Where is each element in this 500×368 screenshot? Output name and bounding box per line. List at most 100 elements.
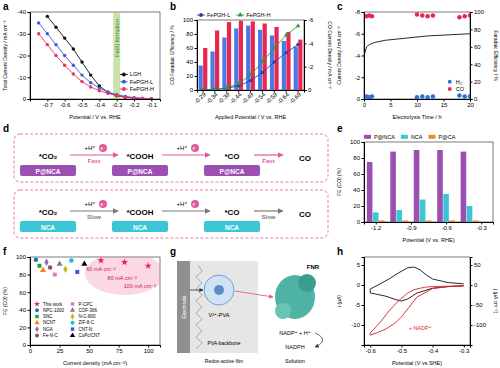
tick-label: 75 xyxy=(116,348,123,354)
band-label: Fe(II) formation xyxy=(114,19,120,57)
legend-item: NCNT xyxy=(34,320,55,326)
tick: -0.5 xyxy=(397,345,408,354)
plot-area: 0255075100020406080100Current density (m… xyxy=(2,253,164,366)
marker xyxy=(44,259,48,266)
tick-label: 40 xyxy=(474,62,481,68)
tick: 80 xyxy=(353,155,364,161)
data-layer xyxy=(34,257,160,295)
bar xyxy=(390,152,396,222)
marker xyxy=(106,91,109,94)
panel-label: h xyxy=(337,246,343,257)
tick-label: -0.44 xyxy=(229,91,243,105)
tick-mark xyxy=(28,327,31,328)
legend-label: NCNT xyxy=(43,320,56,325)
axis-line xyxy=(31,346,161,348)
tick-label: 25 xyxy=(57,348,64,354)
tick-mark xyxy=(195,62,198,63)
tick-label: -6 xyxy=(308,17,314,23)
legend-label: CNT-N xyxy=(79,327,93,332)
proton-label: +H⁺ xyxy=(84,145,95,151)
tick-mark xyxy=(417,99,418,102)
enzyme-part xyxy=(275,303,291,319)
tick-label: -0.49 xyxy=(241,91,255,105)
tick-label: 20 xyxy=(19,325,26,331)
legend: P@NCA NCA P@CA xyxy=(364,134,456,140)
plot-area: -0.7-0.6-0.5-0.4-0.3-0.2-0.10-10-20-30-4… xyxy=(2,9,161,120)
catalyst-label: NCA xyxy=(41,224,55,231)
plot-area: 051015200-2-4-6-8020406080100Electrolysi… xyxy=(336,9,499,120)
tick-mark xyxy=(470,29,473,30)
x-axis: -1.2-0.9-0.6-0.3 xyxy=(365,222,494,231)
legend-swatch xyxy=(238,12,243,17)
data-layer xyxy=(364,12,470,99)
speed-label: Slow xyxy=(87,214,101,220)
axis-line xyxy=(365,223,494,225)
marker xyxy=(249,79,252,82)
marker xyxy=(431,94,436,99)
panel-label: a xyxy=(3,1,9,12)
band xyxy=(113,12,120,99)
y-axis-title: FE (CO) (%) xyxy=(2,287,8,315)
tick-mark xyxy=(65,99,66,102)
mediator xyxy=(204,275,234,305)
legend-item: FePGH-H xyxy=(236,12,270,18)
tick: 0 xyxy=(190,87,197,93)
tick: -0.6 xyxy=(366,345,377,354)
tick-label: 15 xyxy=(441,102,448,108)
tick-mark xyxy=(362,142,365,143)
tick-label: 40 xyxy=(186,59,193,65)
panel: c051015200-2-4-6-8020406080100Electrolys… xyxy=(336,1,499,120)
legend-label: Fe-N-C xyxy=(43,333,58,338)
axis-line xyxy=(362,143,365,223)
catalyst-label: NCA xyxy=(225,224,239,231)
x-axis-title: Electrolysis Time / h xyxy=(393,114,442,120)
tick-label: -0.5 xyxy=(397,348,408,354)
catalyst-slab xyxy=(20,165,76,176)
legend-item: H₂ xyxy=(448,79,462,85)
species-label: *COOH xyxy=(126,152,153,161)
tick: 75 xyxy=(116,345,123,354)
tick-label: -20 xyxy=(17,53,26,59)
legend-item: P@NCA xyxy=(364,134,395,140)
marker xyxy=(462,94,467,99)
arrow xyxy=(254,210,283,211)
tick-mark xyxy=(470,82,473,83)
tick-mark xyxy=(470,325,473,326)
tick-mark xyxy=(195,90,198,91)
tick: 50 xyxy=(86,345,93,354)
species-label: *CO xyxy=(224,208,239,217)
tick-label: 80 xyxy=(19,272,26,278)
tick: -0.64 xyxy=(276,90,290,105)
electrode-label: Electrode xyxy=(181,295,187,318)
tick: -0.59 xyxy=(264,90,278,105)
marker xyxy=(468,94,470,99)
plot-area: -0.6-0.5-0.4-0.3-10-505-100-50050Potenti… xyxy=(336,257,499,366)
tick-label: 50 xyxy=(474,262,481,268)
tick: -0.4 xyxy=(95,99,106,108)
tick-label: -6 xyxy=(355,31,361,37)
tick-mark xyxy=(470,305,473,306)
legend-swatch xyxy=(364,135,371,139)
legend-item: NCA xyxy=(401,134,423,140)
legend-swatch xyxy=(401,135,408,139)
marker xyxy=(132,96,135,99)
tick: -100 xyxy=(470,322,487,328)
marker xyxy=(75,270,79,274)
legend-label: LGH xyxy=(130,71,141,77)
panel: dP@NCA*CO₂P@NCA*COOHP@NCA*COCO+H⁺e⁻+H⁺e⁻… xyxy=(3,123,328,238)
tick-mark xyxy=(117,99,118,102)
bar xyxy=(203,48,207,90)
legend-item: P@CA xyxy=(429,134,456,140)
marker xyxy=(415,12,420,17)
marker xyxy=(415,95,420,99)
legend: This workNPC-1000SNCNCNTNGAFe-N-CP-CPCCO… xyxy=(34,301,100,338)
product-label: NADPH xyxy=(285,344,304,350)
tick-mark xyxy=(47,99,48,102)
tick-label: 20 xyxy=(474,79,481,85)
tick-mark xyxy=(362,265,365,266)
legend-label: COF-366 xyxy=(79,308,98,313)
tick-label: -2 xyxy=(355,75,361,81)
catalyst-label: P@NCA xyxy=(220,168,245,175)
legend-label: P@NCA xyxy=(374,134,395,140)
x-axis: 0255075100 xyxy=(29,345,161,354)
